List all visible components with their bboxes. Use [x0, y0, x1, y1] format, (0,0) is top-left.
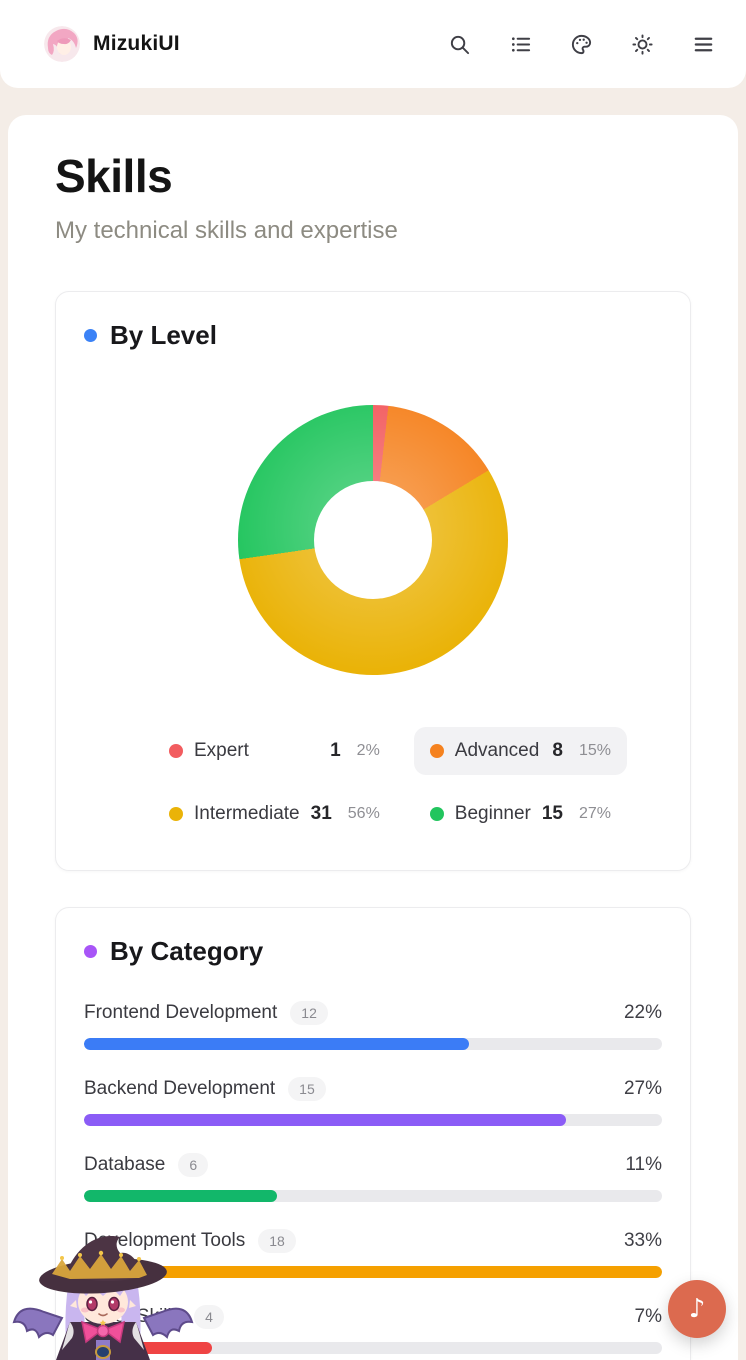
palette-icon[interactable]: [568, 31, 594, 57]
legend-label: Intermediate: [194, 803, 300, 824]
legend-value: 31: [310, 803, 332, 824]
category-row-database: Database 6 11%: [84, 1153, 662, 1202]
by-category-title: By Category: [84, 936, 662, 967]
main-content: Skills My technical skills and expertise…: [8, 115, 738, 1360]
brand-title: MizukiUI: [93, 32, 180, 55]
category-label: Frontend Development: [84, 1002, 278, 1023]
music-note-fab[interactable]: ♪: [668, 1280, 726, 1338]
legend-percent: 2%: [356, 742, 380, 759]
app-header: MizukiUI: [0, 0, 746, 88]
page-subtitle: My technical skills and expertise: [55, 217, 398, 244]
page-title: Skills: [55, 150, 173, 202]
category-percent: 11%: [625, 1154, 662, 1175]
by-level-title: By Level: [84, 320, 662, 351]
category-row-development-tools: Development Tools 18 33%: [84, 1229, 662, 1278]
legend-value: 1: [330, 740, 341, 761]
category-progress-fill: [84, 1038, 470, 1050]
legend-label: Advanced: [454, 740, 540, 761]
legend-item-advanced[interactable]: Advanced 8 15%: [413, 727, 628, 775]
category-row-other-skills: Other Skills 4 7%: [84, 1305, 662, 1354]
category-progress-fill: [84, 1266, 662, 1278]
level-legend: Expert 1 2% Advanced 8 15% Intermediate 31 56% Be…: [153, 727, 628, 838]
donut-chart[interactable]: [238, 405, 508, 675]
by-category-title-text: By Category: [110, 936, 264, 966]
legend-percent: 15%: [579, 742, 612, 759]
legend-value: 15: [541, 803, 563, 824]
category-accent-dot: [84, 945, 97, 958]
legend-color-dot: [169, 807, 183, 821]
brightness-icon[interactable]: [629, 31, 655, 57]
legend-value: 8: [552, 740, 563, 761]
category-head: Frontend Development 12 22%: [84, 1001, 662, 1025]
category-label: Backend Development: [84, 1078, 276, 1099]
donut-wrap: [84, 405, 662, 675]
category-label: Development Tools: [84, 1230, 246, 1251]
category-percent: 22%: [623, 1002, 662, 1023]
legend-label: Beginner: [454, 803, 531, 824]
category-label: Other Skills: [84, 1306, 182, 1327]
category-progress-track: [84, 1342, 662, 1354]
menu-icon[interactable]: [690, 31, 716, 57]
avatar: [44, 26, 80, 62]
category-progress-track: [84, 1038, 662, 1050]
legend-percent: 56%: [347, 805, 380, 822]
category-count-badge: 4: [194, 1305, 224, 1329]
category-progress-track: [84, 1190, 662, 1202]
category-percent: 27%: [623, 1078, 662, 1099]
brand-logo[interactable]: MizukiUI: [44, 26, 180, 62]
legend-color-dot: [169, 744, 183, 758]
legend-label: Expert: [194, 740, 249, 761]
by-level-panel: By Level Expert 1 2% Advanced 8 15% Intermedia…: [55, 291, 691, 871]
category-row-frontend-development: Frontend Development 12 22%: [84, 1001, 662, 1050]
category-progress-fill: [84, 1190, 277, 1202]
legend-item-beginner[interactable]: Beginner 15 27%: [414, 790, 627, 838]
search-icon[interactable]: [446, 31, 472, 57]
category-head: Other Skills 4 7%: [84, 1305, 662, 1329]
category-rows: Frontend Development 12 22% Backend Develop…: [84, 1001, 662, 1354]
category-percent: 7%: [634, 1306, 662, 1327]
music-note-icon: ♪: [688, 1294, 706, 1324]
legend-percent: 27%: [579, 805, 612, 822]
category-percent: 33%: [623, 1230, 662, 1251]
legend-item-intermediate[interactable]: Intermediate 31 56%: [153, 790, 396, 838]
by-category-panel: By Category Frontend Development 12 22% Bac…: [55, 907, 691, 1360]
donut-hole: [314, 481, 432, 599]
legend-color-dot: [429, 744, 444, 758]
category-label: Database: [84, 1154, 166, 1175]
list-icon[interactable]: [507, 31, 533, 57]
level-accent-dot: [84, 329, 97, 342]
category-count-badge: 18: [258, 1229, 296, 1253]
category-progress-track: [84, 1114, 662, 1126]
legend-item-expert[interactable]: Expert 1 2%: [153, 727, 396, 775]
category-head: Database 6 11%: [84, 1153, 662, 1177]
category-row-backend-development: Backend Development 15 27%: [84, 1077, 662, 1126]
category-count-badge: 15: [288, 1077, 326, 1101]
by-level-title-text: By Level: [110, 320, 217, 350]
header-nav: [446, 31, 716, 57]
legend-color-dot: [429, 807, 444, 821]
category-count-badge: 12: [290, 1001, 328, 1025]
category-head: Development Tools 18 33%: [84, 1229, 662, 1253]
category-progress-fill: [84, 1342, 213, 1354]
category-progress-fill: [84, 1114, 566, 1126]
category-progress-track: [84, 1266, 662, 1278]
category-head: Backend Development 15 27%: [84, 1077, 662, 1101]
category-count-badge: 6: [178, 1153, 209, 1177]
